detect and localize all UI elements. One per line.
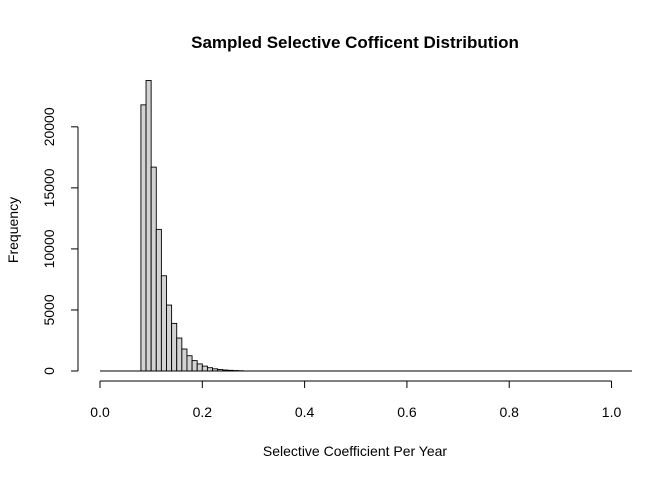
histogram-bar [176, 337, 183, 372]
histogram-bar [140, 104, 147, 372]
histogram-bar [191, 360, 198, 372]
x-tick-label: 0.4 [295, 404, 315, 420]
y-tick-label: 10000 [41, 229, 57, 268]
histogram-bar [186, 355, 193, 372]
chart-title: Sampled Selective Cofficent Distribution [191, 33, 519, 52]
x-tick-label: 0.6 [397, 404, 417, 420]
histogram-bar [196, 363, 203, 372]
x-tick-label: 0.8 [499, 404, 519, 420]
y-axis-label: Frequency [5, 197, 21, 263]
histogram-bar [181, 348, 188, 372]
x-tick-label: 0.0 [90, 404, 110, 420]
y-tick-label: 0 [41, 367, 57, 375]
x-tick-label: 1.0 [602, 404, 622, 420]
histogram-bar [166, 304, 173, 372]
x-axis-label: Selective Coefficient Per Year [263, 443, 448, 459]
histogram-bar [150, 166, 157, 372]
y-tick-label: 5000 [41, 294, 57, 325]
y-tick-label: 20000 [41, 107, 57, 146]
bars-group [100, 79, 632, 372]
histogram-bar [201, 365, 208, 372]
histogram-bar [171, 322, 178, 372]
y-tick-label: 15000 [41, 168, 57, 207]
y-axis: 0 5000 10000 15000 20000 [41, 107, 79, 375]
histogram-bar [160, 275, 167, 372]
x-tick-label: 0.2 [193, 404, 213, 420]
x-axis: 0.0 0.2 0.4 0.6 0.8 1.0 [90, 380, 622, 420]
histogram-bar [155, 228, 162, 372]
histogram-bar [145, 79, 152, 372]
